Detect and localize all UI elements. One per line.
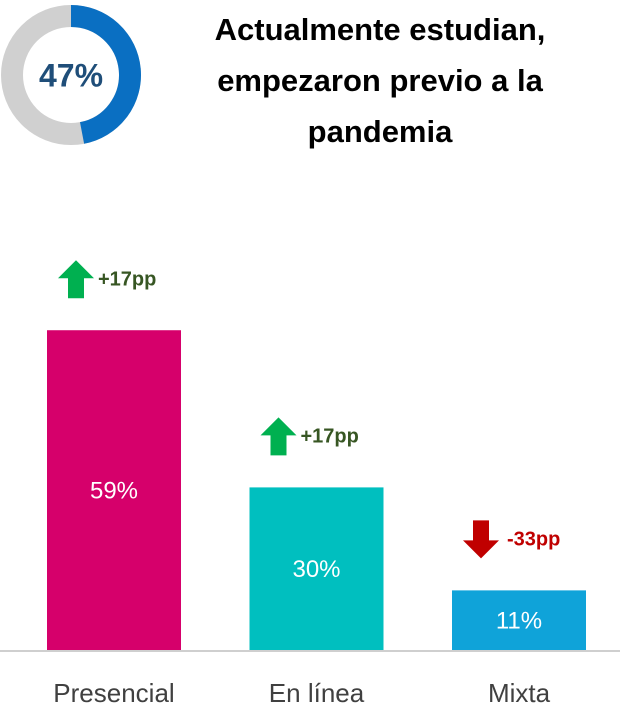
donut-arc: [70, 5, 141, 144]
change-arrow: [463, 520, 499, 559]
title-line: pandemia: [308, 114, 453, 149]
category-label: En línea: [269, 678, 365, 708]
value-label: 59%: [90, 477, 138, 504]
bar: [47, 330, 181, 650]
change-arrow: [58, 260, 94, 299]
change-arrow: [260, 417, 297, 456]
change-label: +17pp: [98, 269, 156, 291]
bar: [452, 590, 586, 650]
title-line: Actualmente estudian,: [215, 12, 546, 47]
title-line: empezaron previo a la: [217, 63, 543, 98]
bar: [249, 487, 384, 650]
category-label: Mixta: [488, 678, 551, 708]
change-label: -33pp: [507, 529, 560, 551]
category-label: Presencial: [53, 678, 174, 708]
change-label: +17pp: [301, 426, 359, 448]
value-label: 30%: [292, 556, 340, 583]
donut-label: 47%: [39, 57, 103, 93]
value-label: 11%: [496, 608, 542, 635]
